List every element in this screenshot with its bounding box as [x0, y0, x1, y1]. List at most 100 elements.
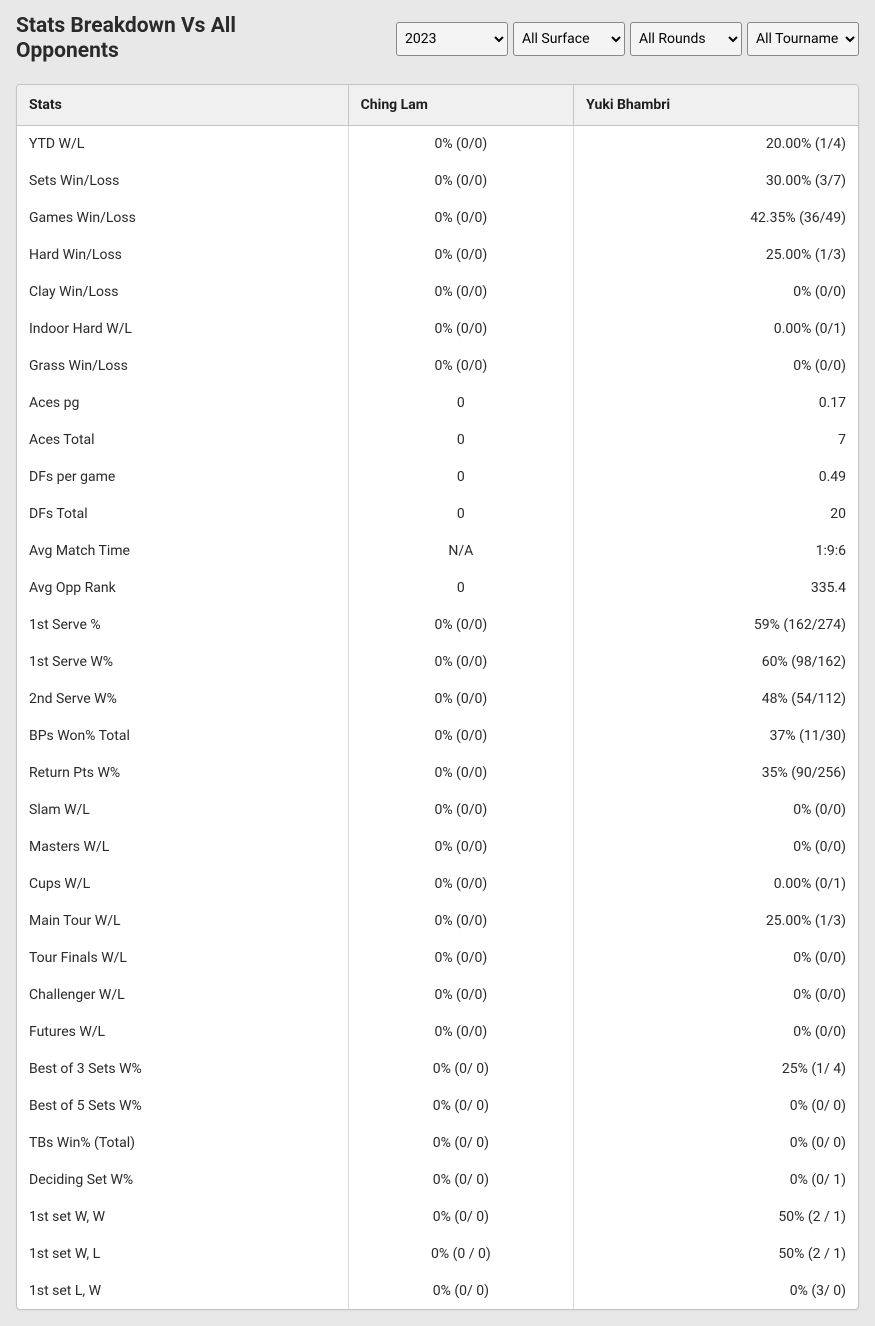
- player1-value-cell: 0% (0/ 0): [348, 1051, 573, 1088]
- stat-name-cell: 1st set L, W: [17, 1273, 348, 1310]
- table-row: DFs Total020: [17, 496, 858, 533]
- player1-value-cell: 0: [348, 459, 573, 496]
- player2-value-cell: 20.00% (1/4): [574, 126, 858, 163]
- table-row: Grass Win/Loss0% (0/0)0% (0/0): [17, 348, 858, 385]
- stat-name-cell: Avg Match Time: [17, 533, 348, 570]
- stat-name-cell: DFs Total: [17, 496, 348, 533]
- player2-value-cell: 0% (0/ 0): [574, 1088, 858, 1125]
- stat-name-cell: 1st Serve W%: [17, 644, 348, 681]
- stats-table-wrap: Stats Ching Lam Yuki Bhambri YTD W/L0% (…: [16, 84, 859, 1310]
- stat-name-cell: Best of 5 Sets W%: [17, 1088, 348, 1125]
- stat-name-cell: 2nd Serve W%: [17, 681, 348, 718]
- player2-value-cell: 59% (162/274): [574, 607, 858, 644]
- stats-table: Stats Ching Lam Yuki Bhambri YTD W/L0% (…: [17, 85, 858, 1309]
- table-row: Slam W/L0% (0/0)0% (0/0): [17, 792, 858, 829]
- player2-value-cell: 7: [574, 422, 858, 459]
- player2-value-cell: 0% (3/ 0): [574, 1273, 858, 1310]
- player2-value-cell: 60% (98/162): [574, 644, 858, 681]
- player1-value-cell: 0% (0/0): [348, 977, 573, 1014]
- player2-value-cell: 35% (90/256): [574, 755, 858, 792]
- table-row: Avg Match TimeN/A1:9:6: [17, 533, 858, 570]
- stat-name-cell: DFs per game: [17, 459, 348, 496]
- table-row: Clay Win/Loss0% (0/0)0% (0/0): [17, 274, 858, 311]
- player2-value-cell: 30.00% (3/7): [574, 163, 858, 200]
- stat-name-cell: Futures W/L: [17, 1014, 348, 1051]
- table-row: 2nd Serve W%0% (0/0)48% (54/112): [17, 681, 858, 718]
- stat-name-cell: Best of 3 Sets W%: [17, 1051, 348, 1088]
- player2-value-cell: 48% (54/112): [574, 681, 858, 718]
- player1-value-cell: 0: [348, 570, 573, 607]
- table-row: Challenger W/L0% (0/0)0% (0/0): [17, 977, 858, 1014]
- table-row: 1st Serve W%0% (0/0)60% (98/162): [17, 644, 858, 681]
- player1-value-cell: 0% (0/0): [348, 755, 573, 792]
- player2-value-cell: 0.00% (0/1): [574, 866, 858, 903]
- stat-name-cell: Tour Finals W/L: [17, 940, 348, 977]
- player2-value-cell: 25.00% (1/3): [574, 903, 858, 940]
- table-row: Aces Total07: [17, 422, 858, 459]
- player1-value-cell: 0% (0/0): [348, 311, 573, 348]
- stat-name-cell: Aces pg: [17, 385, 348, 422]
- player2-value-cell: 0% (0/ 1): [574, 1162, 858, 1199]
- table-row: Hard Win/Loss0% (0/0)25.00% (1/3): [17, 237, 858, 274]
- table-row: Masters W/L0% (0/0)0% (0/0): [17, 829, 858, 866]
- player1-value-cell: 0% (0/0): [348, 792, 573, 829]
- stat-name-cell: Sets Win/Loss: [17, 163, 348, 200]
- player2-value-cell: 0% (0/0): [574, 829, 858, 866]
- player1-value-cell: 0% (0/0): [348, 940, 573, 977]
- stat-name-cell: 1st Serve %: [17, 607, 348, 644]
- table-row: YTD W/L0% (0/0)20.00% (1/4): [17, 126, 858, 163]
- player2-value-cell: 0% (0/0): [574, 348, 858, 385]
- stat-name-cell: Hard Win/Loss: [17, 237, 348, 274]
- table-row: Sets Win/Loss0% (0/0)30.00% (3/7): [17, 163, 858, 200]
- player2-value-cell: 50% (2 / 1): [574, 1236, 858, 1273]
- player1-value-cell: 0: [348, 496, 573, 533]
- player1-value-cell: 0% (0/0): [348, 200, 573, 237]
- table-row: 1st set W, L0% (0 / 0)50% (2 / 1): [17, 1236, 858, 1273]
- player1-value-cell: 0% (0/0): [348, 1014, 573, 1051]
- tournament-select[interactable]: All Tournaments: [747, 22, 859, 56]
- surface-select[interactable]: All Surface: [513, 22, 625, 56]
- table-row: BPs Won% Total0% (0/0)37% (11/30): [17, 718, 858, 755]
- player2-value-cell: 0% (0/0): [574, 1014, 858, 1051]
- stat-name-cell: 1st set W, W: [17, 1199, 348, 1236]
- stat-name-cell: Grass Win/Loss: [17, 348, 348, 385]
- player1-value-cell: 0% (0/ 0): [348, 1162, 573, 1199]
- player1-value-cell: 0% (0/0): [348, 903, 573, 940]
- table-row: Return Pts W%0% (0/0)35% (90/256): [17, 755, 858, 792]
- player2-value-cell: 1:9:6: [574, 533, 858, 570]
- stat-name-cell: Deciding Set W%: [17, 1162, 348, 1199]
- player1-value-cell: 0% (0/0): [348, 237, 573, 274]
- player1-value-cell: 0% (0/ 0): [348, 1088, 573, 1125]
- player1-value-cell: 0% (0/0): [348, 644, 573, 681]
- player1-value-cell: 0% (0/ 0): [348, 1125, 573, 1162]
- player2-value-cell: 42.35% (36/49): [574, 200, 858, 237]
- stat-name-cell: BPs Won% Total: [17, 718, 348, 755]
- table-row: Best of 3 Sets W%0% (0/ 0)25% (1/ 4): [17, 1051, 858, 1088]
- player1-value-cell: N/A: [348, 533, 573, 570]
- table-row: DFs per game00.49: [17, 459, 858, 496]
- table-header-row: Stats Ching Lam Yuki Bhambri: [17, 85, 858, 126]
- stat-name-cell: Return Pts W%: [17, 755, 348, 792]
- stat-name-cell: YTD W/L: [17, 126, 348, 163]
- player2-value-cell: 0.00% (0/1): [574, 311, 858, 348]
- player2-value-cell: 50% (2 / 1): [574, 1199, 858, 1236]
- stat-name-cell: Slam W/L: [17, 792, 348, 829]
- player2-value-cell: 0% (0/ 0): [574, 1125, 858, 1162]
- player1-value-cell: 0% (0/0): [348, 866, 573, 903]
- stat-name-cell: Main Tour W/L: [17, 903, 348, 940]
- player2-value-cell: 0% (0/0): [574, 977, 858, 1014]
- stat-name-cell: Masters W/L: [17, 829, 348, 866]
- player1-value-cell: 0: [348, 422, 573, 459]
- stat-name-cell: Games Win/Loss: [17, 200, 348, 237]
- table-row: Aces pg00.17: [17, 385, 858, 422]
- table-row: Avg Opp Rank0335.4: [17, 570, 858, 607]
- round-select[interactable]: All Rounds: [630, 22, 742, 56]
- stat-name-cell: Indoor Hard W/L: [17, 311, 348, 348]
- player2-value-cell: 0% (0/0): [574, 792, 858, 829]
- player1-value-cell: 0% (0/0): [348, 718, 573, 755]
- table-row: Main Tour W/L0% (0/0)25.00% (1/3): [17, 903, 858, 940]
- player2-value-cell: 25% (1/ 4): [574, 1051, 858, 1088]
- stat-name-cell: TBs Win% (Total): [17, 1125, 348, 1162]
- player1-value-cell: 0% (0/0): [348, 163, 573, 200]
- year-select[interactable]: 2023: [396, 22, 508, 56]
